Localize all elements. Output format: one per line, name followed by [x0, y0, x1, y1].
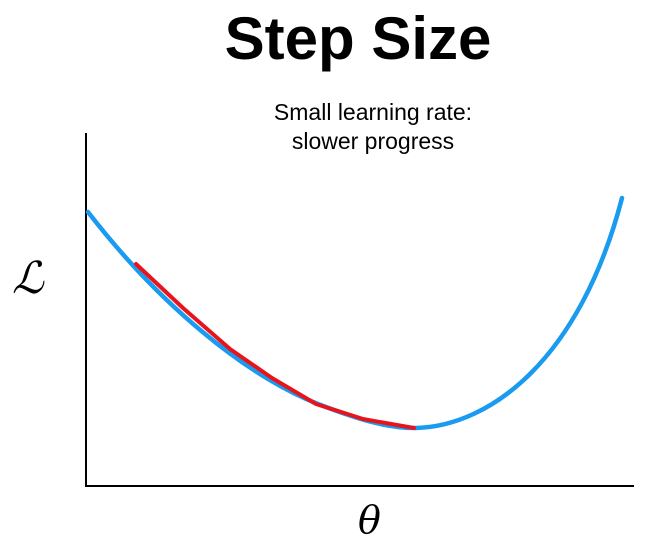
loss-curve	[85, 195, 625, 431]
annotation-line-2: slower progress	[291, 128, 455, 154]
slide-title: Step Size	[224, 5, 492, 72]
y-axis-label: ℒ	[12, 253, 44, 304]
axes	[85, 133, 634, 487]
gradient-step-path	[134, 262, 416, 430]
x-axis-label: θ	[358, 498, 381, 542]
annotation-line-1: Small learning rate:	[273, 99, 473, 125]
annotation-text: Small learning rate: slower progress	[200, 98, 546, 156]
